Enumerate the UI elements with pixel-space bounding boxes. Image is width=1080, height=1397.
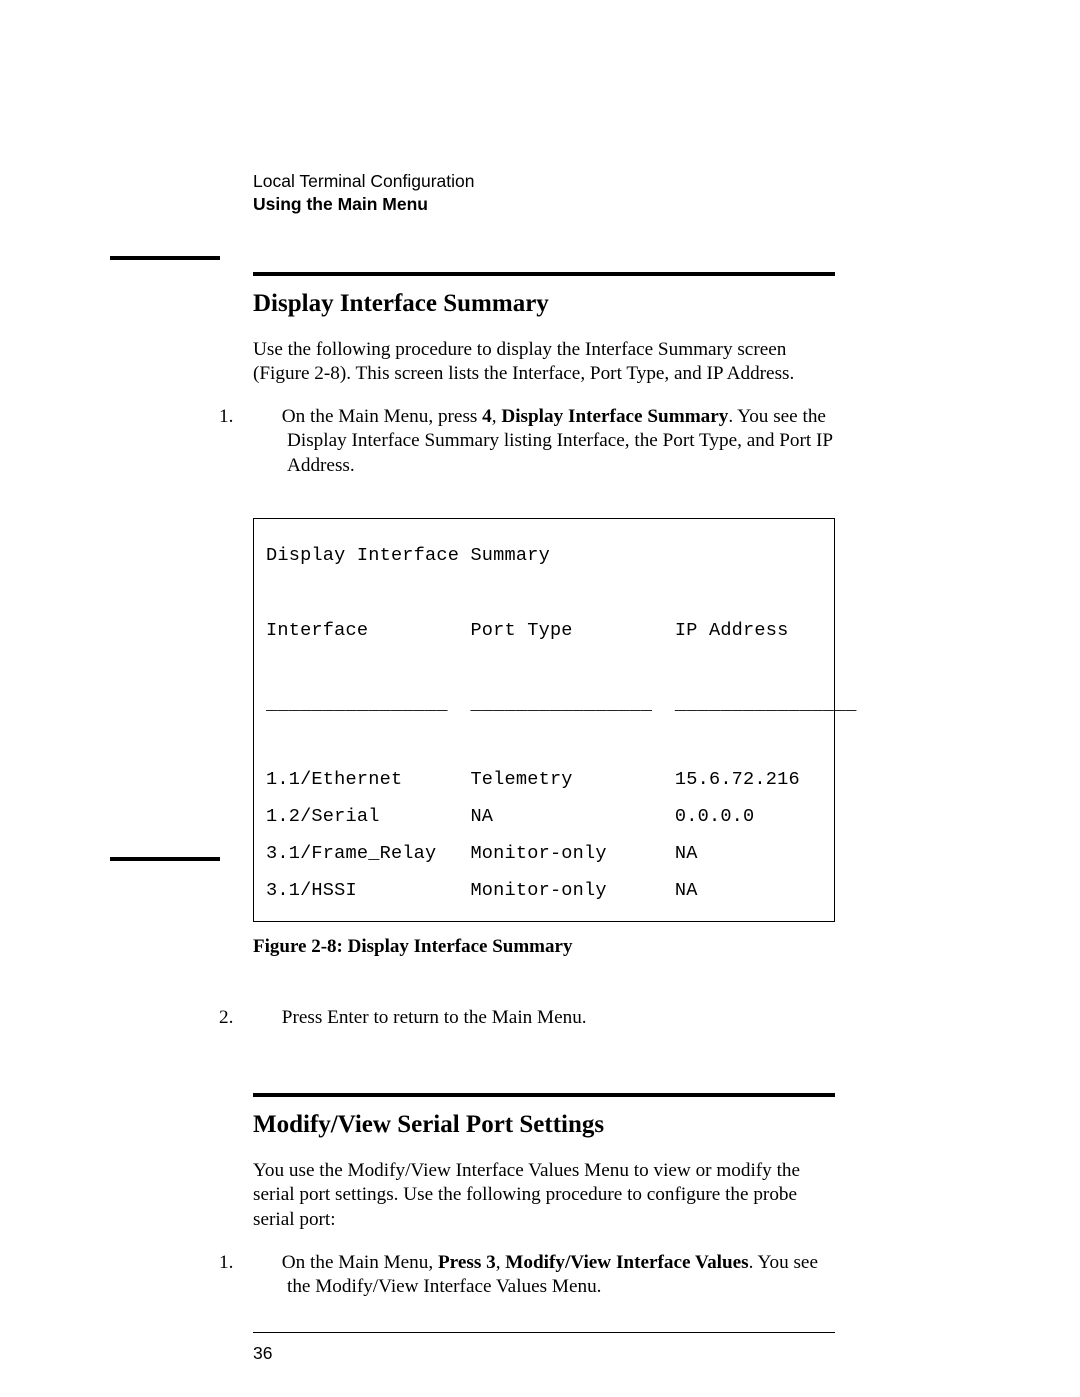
step-text-a: On the Main Menu, (282, 1252, 438, 1273)
section-rule-1 (253, 272, 835, 276)
margin-rule-2 (110, 857, 220, 861)
step-number: 1. (253, 1251, 277, 1276)
running-header: Local Terminal Configuration Using the M… (253, 170, 835, 216)
step-bold-key: 4 (482, 406, 492, 427)
step-text-c: , (496, 1252, 506, 1273)
step-text-c: , (492, 406, 502, 427)
step-text: Press Enter to return to the Main Menu. (282, 1007, 587, 1028)
intro-paragraph-1: Use the following procedure to display t… (253, 338, 835, 387)
margin-rule-1 (110, 256, 220, 260)
section-title: Using the Main Menu (253, 193, 835, 216)
section-rule-2 (253, 1093, 835, 1097)
intro-paragraph-2: You use the Modify/View Interface Values… (253, 1159, 835, 1233)
footer-rule (253, 1332, 835, 1333)
step-1: 1. On the Main Menu, press 4, Display In… (253, 405, 835, 479)
step-number: 2. (253, 1006, 277, 1031)
step-bold-key: Press 3 (438, 1252, 496, 1273)
step-2: 2. Press Enter to return to the Main Men… (253, 1006, 835, 1031)
step-text-a: On the Main Menu, press (282, 406, 482, 427)
step-bold-menu: Modify/View Interface Values (505, 1252, 748, 1273)
document-page: Local Terminal Configuration Using the M… (0, 0, 1080, 1397)
chapter-title: Local Terminal Configuration (253, 170, 835, 193)
step-number: 1. (253, 405, 277, 430)
heading-modify-view-serial: Modify/View Serial Port Settings (253, 1111, 835, 1139)
terminal-output: Display Interface Summary Interface Port… (266, 537, 822, 909)
heading-display-interface-summary: Display Interface Summary (253, 290, 835, 318)
step-1: 1. On the Main Menu, Press 3, Modify/Vie… (253, 1251, 835, 1300)
page-number: 36 (253, 1343, 835, 1364)
figure-caption: Figure 2-8: Display Interface Summary (253, 936, 835, 958)
terminal-figure: Display Interface Summary Interface Port… (253, 518, 835, 922)
procedure-steps-1b: 2. Press Enter to return to the Main Men… (253, 1006, 835, 1031)
procedure-steps-1: 1. On the Main Menu, press 4, Display In… (253, 405, 835, 479)
step-bold-menu: Display Interface Summary (501, 406, 728, 427)
procedure-steps-2: 1. On the Main Menu, Press 3, Modify/Vie… (253, 1251, 835, 1300)
